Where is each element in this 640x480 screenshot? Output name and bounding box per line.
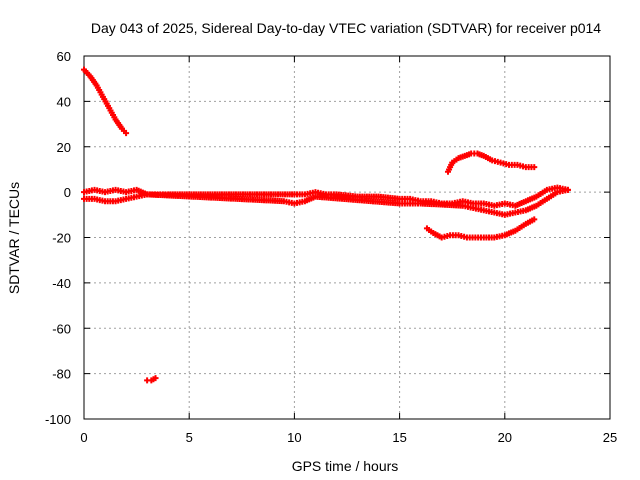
data-point (564, 186, 571, 193)
data-point (531, 216, 538, 223)
x-tick-label: 25 (603, 430, 617, 445)
data-point (123, 130, 130, 137)
data-point (152, 375, 159, 382)
y-axis-label: SDTVAR / TECUs (6, 182, 22, 294)
y-tick-label: -80 (52, 367, 71, 382)
data-points (81, 66, 571, 384)
chart-title: Day 043 of 2025, Sidereal Day-to-day VTE… (91, 20, 601, 36)
y-tick-label: 20 (57, 140, 71, 155)
plot-area (84, 56, 610, 419)
y-tick-label: 0 (64, 185, 71, 200)
x-tick-label: 20 (498, 430, 512, 445)
y-tick-label: -100 (45, 412, 71, 427)
y-tick-label: 60 (57, 49, 71, 64)
x-tick-label: 5 (186, 430, 193, 445)
y-tick-label: -20 (52, 231, 71, 246)
x-axis-ticks: 0 5 10 15 20 25 (80, 56, 617, 445)
x-axis-label: GPS time / hours (292, 458, 399, 474)
y-tick-label: -40 (52, 276, 71, 291)
y-tick-label: 40 (57, 94, 71, 109)
x-tick-label: 15 (392, 430, 406, 445)
x-tick-label: 10 (287, 430, 301, 445)
x-tick-label: 0 (80, 430, 87, 445)
data-point (531, 164, 538, 171)
y-axis-ticks: 60 40 20 0 -20 -40 -60 -80 -100 (45, 49, 610, 427)
y-tick-label: -60 (52, 321, 71, 336)
